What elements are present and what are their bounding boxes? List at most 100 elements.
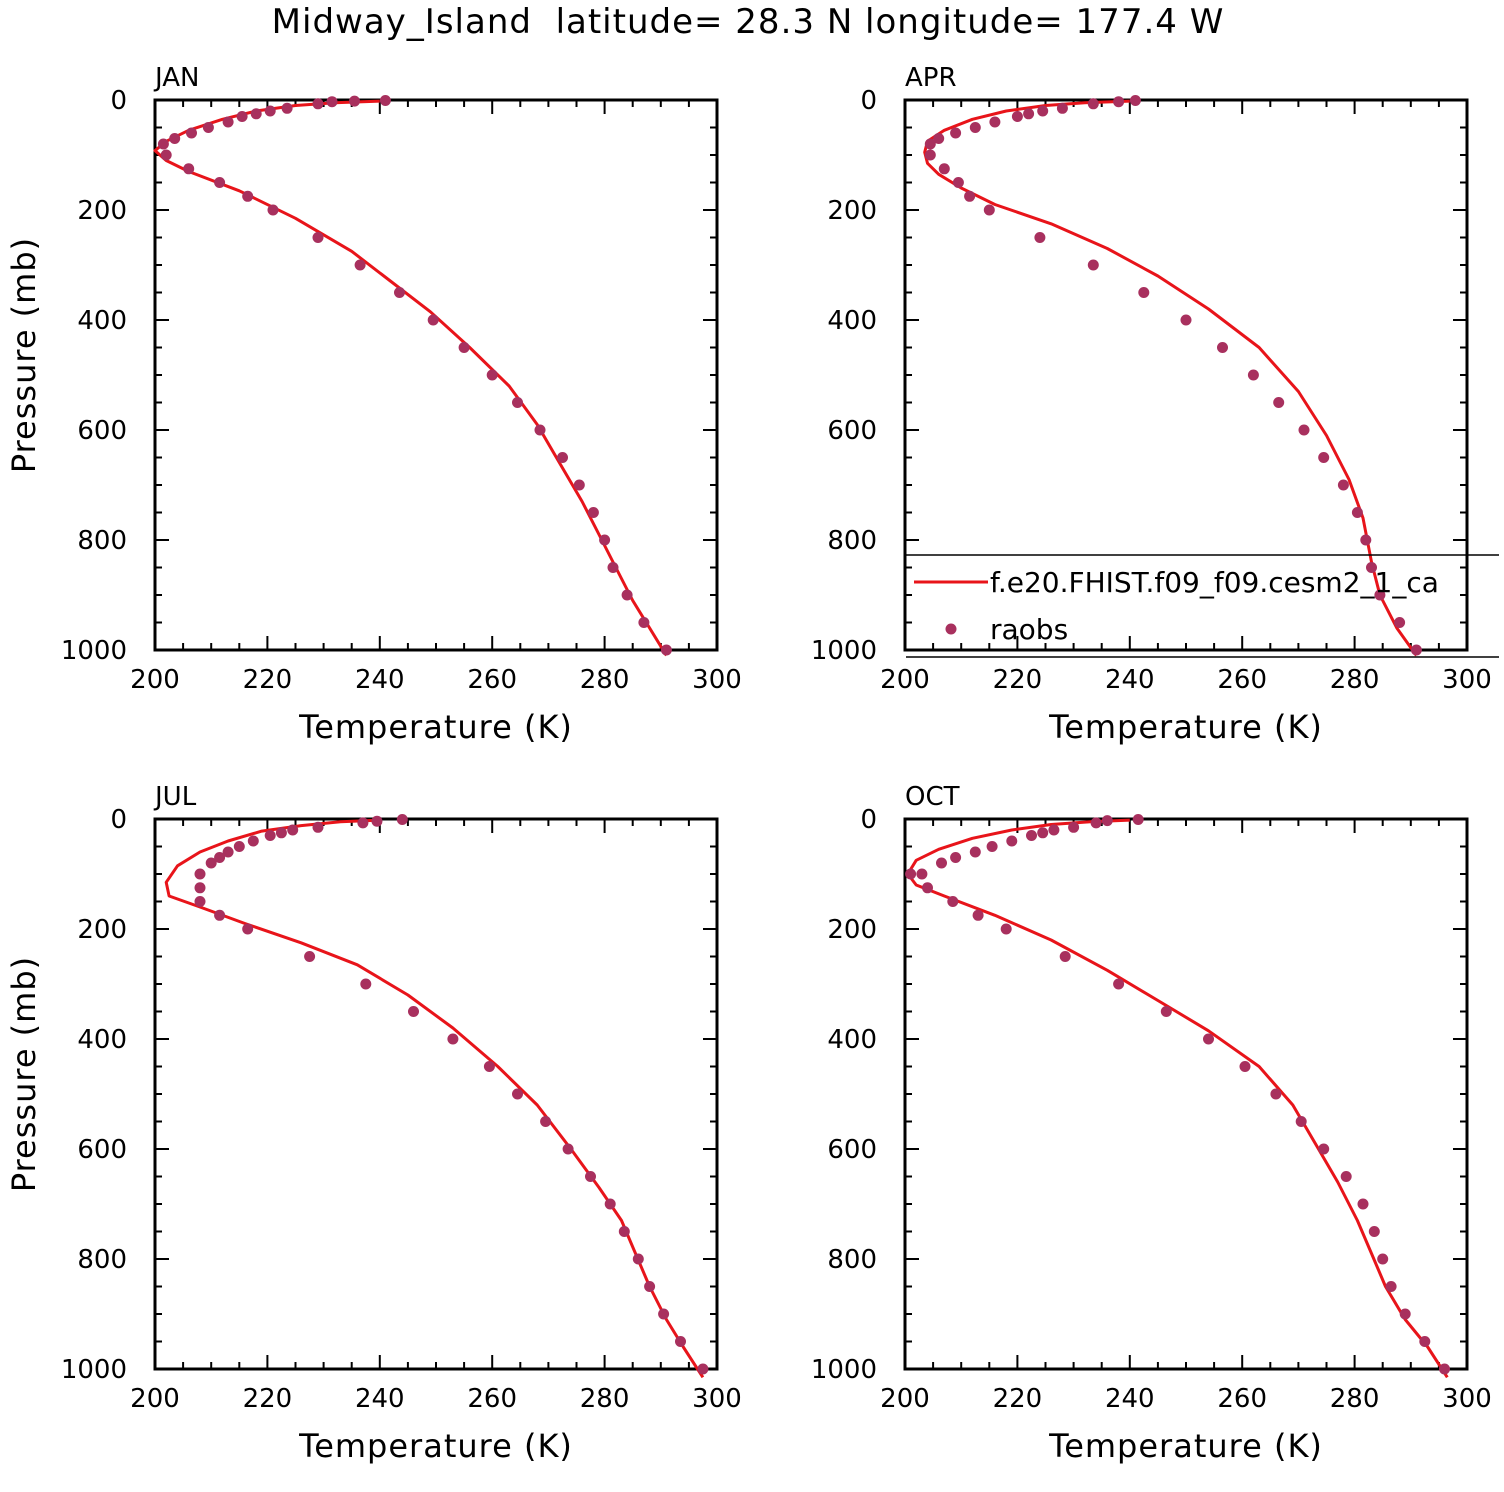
y-tick-label-apr: 800 bbox=[827, 526, 877, 556]
obs-point-apr bbox=[1011, 111, 1023, 122]
x-tick-label-oct: 220 bbox=[993, 1384, 1043, 1414]
figure-title: Midway_Island latitude= 28.3 N longitude… bbox=[272, 2, 1225, 42]
y-tick-label-jul: 1000 bbox=[61, 1355, 127, 1385]
obs-point-oct bbox=[1090, 817, 1102, 829]
obs-point-apr bbox=[1273, 397, 1285, 408]
obs-point-apr bbox=[1360, 534, 1372, 546]
obs-point-jan bbox=[214, 177, 226, 188]
obs-point-oct bbox=[1059, 951, 1071, 962]
obs-point-jan bbox=[281, 102, 293, 114]
obs-point-jul bbox=[205, 857, 217, 869]
model-line-apr bbox=[923, 99, 1418, 657]
obs-point-jan bbox=[264, 105, 276, 117]
obs-point-apr bbox=[1366, 562, 1377, 573]
obs-point-jan bbox=[267, 204, 279, 216]
x-tick-label-jul: 200 bbox=[130, 1384, 180, 1414]
y-tick-label-apr: 1000 bbox=[811, 636, 877, 666]
obs-point-apr bbox=[924, 149, 936, 161]
obs-point-oct bbox=[1048, 824, 1060, 836]
panels: JAN 200 220 240 260 280 300 0 200 400 600 800 1000 Te… bbox=[5, 63, 1492, 1465]
obs-point-jul bbox=[222, 846, 234, 858]
obs-point-jul bbox=[562, 1143, 574, 1155]
y-tick-label-jan: 0 bbox=[110, 86, 127, 116]
obs-point-apr bbox=[1023, 108, 1035, 120]
obs-point-jan bbox=[349, 95, 360, 107]
obs-point-jan bbox=[660, 644, 672, 656]
x-tick-label-apr: 260 bbox=[1217, 665, 1267, 695]
obs-point-oct bbox=[1270, 1088, 1282, 1100]
obs-point-jan bbox=[379, 95, 391, 106]
model-line-jul bbox=[164, 818, 705, 1379]
x-tick-label-oct: 300 bbox=[1442, 1384, 1492, 1414]
obs-point-apr bbox=[950, 127, 962, 139]
panel-oct: OCT 200 220 240 260 280 300 0 200 400 600 800 1000 Te… bbox=[811, 782, 1492, 1465]
obs-point-jan bbox=[458, 342, 470, 353]
obs-point-apr bbox=[1180, 314, 1192, 326]
x-axis-title-jan: Temperature (K) bbox=[298, 708, 573, 746]
obs-point-oct bbox=[1368, 1226, 1380, 1237]
obs-point-oct bbox=[922, 882, 933, 894]
obs-point-apr bbox=[1374, 589, 1386, 601]
x-tick-label-jul: 300 bbox=[692, 1384, 742, 1414]
obs-point-apr bbox=[933, 133, 945, 144]
obs-point-jul bbox=[214, 909, 226, 921]
y-tick-label-jan: 1000 bbox=[61, 636, 127, 666]
x-tick-label-oct: 200 bbox=[880, 1384, 930, 1414]
obs-point-jul bbox=[604, 1198, 616, 1210]
obs-point-jul bbox=[512, 1088, 523, 1100]
legend-obs-label: raobs bbox=[990, 613, 1068, 646]
panel-label-apr: APR bbox=[905, 63, 957, 93]
obs-point-oct bbox=[1026, 830, 1037, 841]
obs-point-jul bbox=[618, 1226, 630, 1237]
obs-point-jul bbox=[408, 1006, 419, 1017]
obs-point-jul bbox=[697, 1363, 709, 1375]
obs-point-oct bbox=[1419, 1336, 1431, 1347]
y-tick-label-jan: 400 bbox=[77, 306, 127, 336]
obs-point-jan bbox=[557, 452, 568, 463]
obs-point-jul bbox=[264, 830, 276, 841]
obs-point-jul bbox=[396, 814, 408, 825]
plot-frame-oct bbox=[903, 817, 1469, 1371]
obs-point-jan bbox=[599, 534, 611, 546]
x-tick-label-oct: 280 bbox=[1330, 1384, 1380, 1414]
obs-point-oct bbox=[986, 841, 998, 852]
obs-point-oct bbox=[950, 852, 962, 863]
panel-label-jul: JUL bbox=[153, 782, 197, 812]
obs-point-jul bbox=[214, 852, 226, 863]
obs-point-jul bbox=[644, 1281, 656, 1292]
obs-point-oct bbox=[1006, 835, 1018, 847]
y-tick-label-oct: 200 bbox=[827, 915, 877, 945]
obs-point-apr bbox=[1129, 95, 1141, 106]
model-line-jan bbox=[153, 99, 668, 657]
y-tick-label-jan: 800 bbox=[77, 526, 127, 556]
obs-point-jan bbox=[486, 369, 498, 381]
x-tick-label-jan: 240 bbox=[355, 665, 405, 695]
x-tick-label-apr: 200 bbox=[880, 665, 930, 695]
y-tick-label-apr: 400 bbox=[827, 306, 877, 336]
obs-point-oct bbox=[1132, 814, 1144, 825]
x-tick-label-jan: 300 bbox=[692, 665, 742, 695]
y-axis-title-jan: Pressure (mb) bbox=[5, 237, 43, 473]
obs-point-oct bbox=[1000, 923, 1012, 935]
obs-point-oct bbox=[1385, 1281, 1397, 1292]
obs-point-jan bbox=[157, 138, 169, 150]
y-tick-label-oct: 1000 bbox=[811, 1355, 877, 1385]
obs-point-oct bbox=[1239, 1061, 1251, 1072]
obs-point-apr bbox=[1318, 452, 1330, 463]
obs-point-jul bbox=[304, 951, 316, 962]
obs-point-apr bbox=[983, 204, 995, 216]
y-tick-label-oct: 400 bbox=[827, 1025, 877, 1055]
plot-frame-jan bbox=[153, 98, 719, 652]
panel-jul: JUL 200 220 240 260 280 300 0 200 400 600 800 1000 Te… bbox=[5, 782, 742, 1465]
obs-point-jul bbox=[194, 882, 206, 894]
obs-point-apr bbox=[1087, 98, 1099, 110]
obs-point-jul bbox=[247, 835, 259, 847]
x-tick-label-oct: 240 bbox=[1105, 1384, 1155, 1414]
y-tick-label-apr: 600 bbox=[827, 416, 877, 446]
panel-jan: JAN 200 220 240 260 280 300 0 200 400 600 800 1000 Te… bbox=[5, 63, 742, 746]
obs-point-jul bbox=[194, 896, 206, 907]
x-tick-label-jan: 280 bbox=[580, 665, 630, 695]
x-tick-label-oct: 260 bbox=[1217, 1384, 1267, 1414]
y-tick-label-oct: 0 bbox=[860, 805, 877, 835]
obs-point-jul bbox=[371, 815, 383, 827]
